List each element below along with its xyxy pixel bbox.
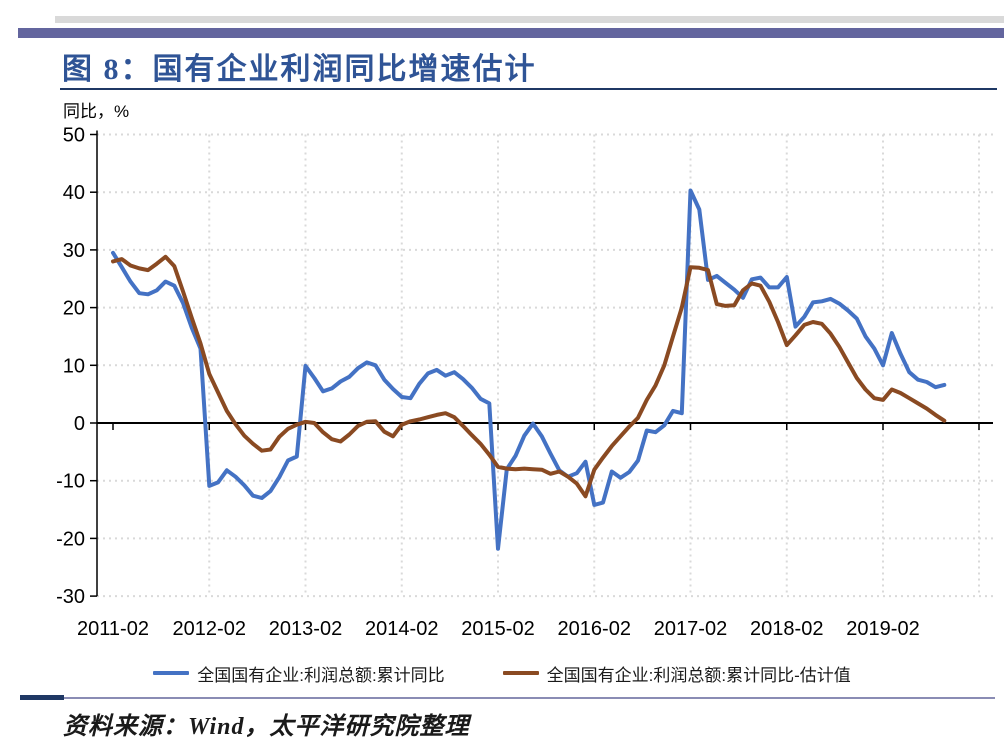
svg-text:-10: -10 [56, 471, 85, 493]
line-chart: -30 -20 -10 0 10 20 30 40 50 2011-02 2012-02 2013-0… [56, 125, 993, 640]
legend-label-estimate: 全国国有企业:利润总额:累计同比-估计值 [546, 665, 851, 685]
svg-text:2016-02: 2016-02 [558, 618, 631, 640]
top-accent-bar [18, 28, 1004, 38]
svg-text:-20: -20 [56, 528, 85, 550]
legend-item-actual: 全国国有企业:利润总额:累计同比 [153, 661, 445, 686]
source-note: 资料来源：Wind，太平洋研究院整理 [63, 714, 470, 740]
svg-text:0: 0 [74, 413, 85, 435]
chart-area: -30 -20 -10 0 10 20 30 40 50 2011-02 2012-02 2013-0… [56, 125, 993, 640]
svg-text:2012-02: 2012-02 [173, 618, 246, 640]
bottom-rule [20, 697, 995, 699]
svg-text:20: 20 [63, 298, 85, 320]
svg-text:2015-02: 2015-02 [461, 618, 534, 640]
svg-text:-30: -30 [56, 586, 85, 608]
top-gray-strip [55, 16, 1004, 23]
legend-line-blue-icon [153, 671, 190, 675]
svg-text:2018-02: 2018-02 [750, 618, 823, 640]
svg-text:2019-02: 2019-02 [846, 618, 919, 640]
svg-text:2011-02: 2011-02 [77, 618, 149, 640]
svg-text:40: 40 [63, 182, 85, 204]
legend-item-estimate: 全国国有企业:利润总额:累计同比-估计值 [502, 661, 851, 686]
svg-text:2014-02: 2014-02 [365, 618, 438, 640]
svg-text:30: 30 [63, 240, 85, 262]
figure-title: 图 8：国有企业利润同比增速估计 [62, 53, 537, 86]
y-axis-unit-label: 同比，% [63, 102, 130, 121]
legend-label-actual: 全国国有企业:利润总额:累计同比 [197, 665, 445, 685]
bottom-rule-accent [20, 695, 64, 700]
svg-text:50: 50 [63, 125, 85, 147]
title-underline [60, 88, 997, 90]
svg-text:2017-02: 2017-02 [654, 618, 727, 640]
svg-text:10: 10 [63, 355, 85, 377]
chart-legend: 全国国有企业:利润总额:累计同比 全国国有企业:利润总额:累计同比-估计值 [0, 660, 1004, 686]
svg-text:2013-02: 2013-02 [269, 618, 342, 640]
legend-line-brown-icon [502, 671, 539, 675]
